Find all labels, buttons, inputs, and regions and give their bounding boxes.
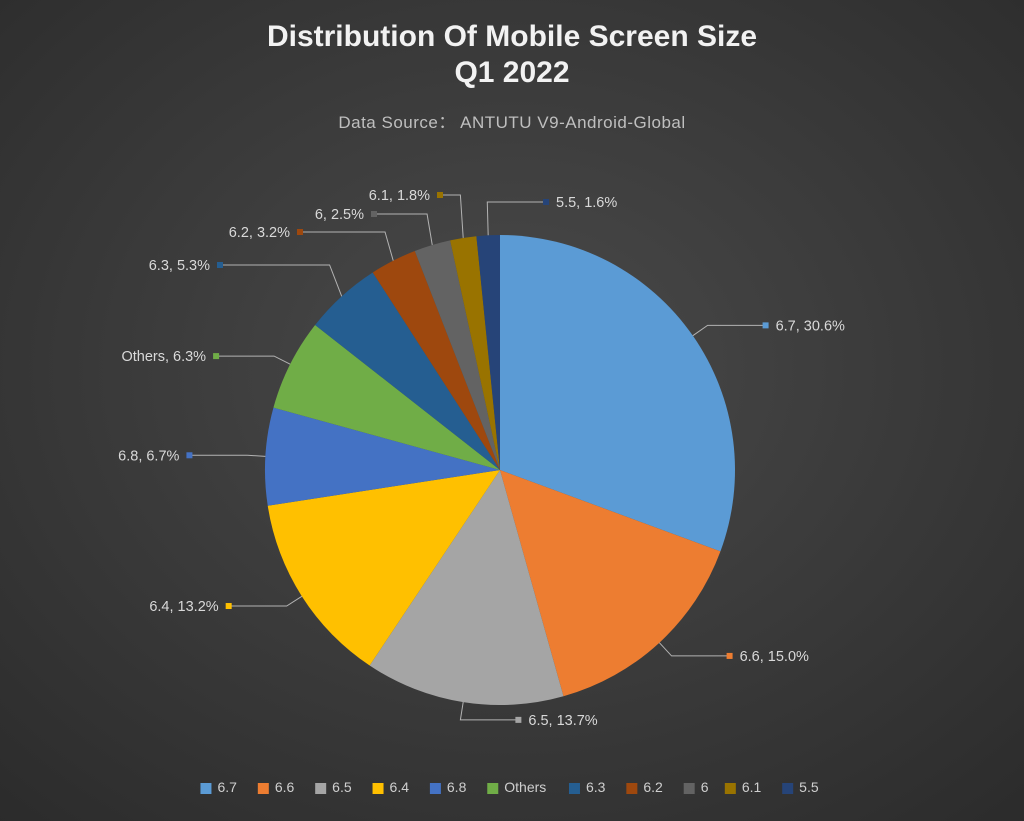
chart-container: Distribution Of Mobile Screen Size Q1 20…	[0, 0, 1024, 821]
legend-label-6-8: 6.8	[447, 779, 467, 795]
slice-label-6-8: 6.8, 6.7%	[118, 448, 179, 464]
chart-svg: Distribution Of Mobile Screen Size Q1 20…	[0, 0, 1024, 821]
legend-label-5-5: 5.5	[799, 779, 819, 795]
slice-label-others: Others, 6.3%	[121, 349, 206, 365]
legend-swatch-6-5	[315, 783, 326, 794]
legend-swatch-6	[684, 783, 695, 794]
legend-label-6-3: 6.3	[586, 779, 606, 795]
leader-marker-6	[371, 211, 377, 217]
chart-title-line1: Distribution Of Mobile Screen Size	[267, 20, 757, 53]
leader-marker-5-5	[543, 199, 549, 205]
legend-label-6-5: 6.5	[332, 779, 352, 795]
legend-swatch-others	[487, 783, 498, 794]
legend-swatch-6-1	[725, 783, 736, 794]
slice-label-5-5: 5.5, 1.6%	[556, 195, 617, 211]
legend-swatch-6-7	[200, 783, 211, 794]
slice-label-6-6: 6.6, 15.0%	[740, 649, 809, 665]
slice-label-6-1: 6.1, 1.8%	[369, 188, 430, 204]
slice-label-6-4: 6.4, 13.2%	[149, 599, 218, 615]
slice-label-6-7: 6.7, 30.6%	[776, 318, 845, 334]
slice-label-6-2: 6.2, 3.2%	[229, 225, 290, 241]
leader-marker-6-5	[515, 717, 521, 723]
legend-swatch-6-4	[373, 783, 384, 794]
slice-label-6: 6, 2.5%	[315, 207, 364, 223]
leader-marker-6-3	[217, 262, 223, 268]
leader-marker-6-7	[763, 322, 769, 328]
legend-swatch-6-8	[430, 783, 441, 794]
leader-marker-6-6	[727, 653, 733, 659]
legend-label-6-1: 6.1	[742, 779, 762, 795]
leader-marker-6-2	[297, 229, 303, 235]
chart-title-line2: Q1 2022	[454, 56, 569, 89]
legend-label-6-4: 6.4	[390, 779, 410, 795]
leader-marker-6-8	[186, 452, 192, 458]
chart-subtitle: Data Source： ANTUTU V9-Android-Global	[338, 113, 685, 132]
slice-label-6-3: 6.3, 5.3%	[149, 258, 210, 274]
slice-label-6-5: 6.5, 13.7%	[528, 713, 597, 729]
legend-swatch-5-5	[782, 783, 793, 794]
legend-label-others: Others	[504, 779, 546, 795]
leader-marker-6-1	[437, 192, 443, 198]
leader-marker-others	[213, 353, 219, 359]
legend-label-6-7: 6.7	[217, 779, 237, 795]
legend-label-6: 6	[701, 779, 709, 795]
legend-swatch-6-6	[258, 783, 269, 794]
leader-marker-6-4	[226, 603, 232, 609]
legend-label-6-6: 6.6	[275, 779, 295, 795]
legend-swatch-6-3	[569, 783, 580, 794]
legend-label-6-2: 6.2	[643, 779, 663, 795]
legend-swatch-6-2	[626, 783, 637, 794]
pie-chart	[265, 235, 735, 705]
